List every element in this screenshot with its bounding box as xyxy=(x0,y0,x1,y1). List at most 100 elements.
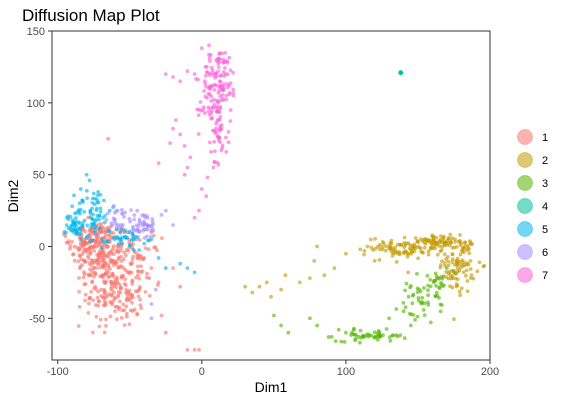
legend-label: 1 xyxy=(542,132,548,144)
data-point xyxy=(214,58,219,62)
data-point xyxy=(224,135,228,140)
data-point xyxy=(201,105,206,110)
data-point xyxy=(410,249,414,253)
data-point xyxy=(156,280,161,285)
data-point xyxy=(393,245,398,250)
data-point xyxy=(76,208,81,213)
data-point xyxy=(217,60,222,64)
data-point xyxy=(221,57,226,62)
data-point xyxy=(146,247,151,252)
data-point xyxy=(108,279,113,284)
data-point xyxy=(138,303,143,308)
data-point xyxy=(279,287,283,292)
data-point xyxy=(88,251,93,256)
data-point xyxy=(118,230,123,235)
data-point xyxy=(394,260,399,264)
data-point xyxy=(76,324,81,328)
data-point xyxy=(202,111,207,115)
data-point xyxy=(116,250,121,255)
data-point xyxy=(102,220,107,225)
data-point xyxy=(70,204,75,209)
data-point xyxy=(77,304,82,309)
data-point xyxy=(217,127,222,131)
data-point xyxy=(389,241,394,246)
data-point xyxy=(225,72,230,76)
data-point xyxy=(422,245,427,250)
data-point xyxy=(137,248,142,253)
y-tick-label: 50 xyxy=(33,170,45,182)
data-point xyxy=(100,273,105,278)
data-point xyxy=(212,97,216,102)
data-point xyxy=(82,240,86,245)
data-point xyxy=(454,258,459,263)
data-point xyxy=(110,223,115,228)
data-point xyxy=(457,289,462,294)
data-point xyxy=(131,228,136,233)
data-point xyxy=(390,254,395,258)
legend-item-2: 2 xyxy=(517,152,548,168)
data-point xyxy=(358,328,363,333)
data-point xyxy=(425,239,430,244)
data-point xyxy=(135,255,140,260)
data-point xyxy=(102,330,107,335)
data-point xyxy=(420,295,425,300)
data-point xyxy=(438,239,442,244)
data-point xyxy=(99,287,104,292)
data-point xyxy=(129,262,134,267)
data-point xyxy=(102,303,106,308)
legend-label: 2 xyxy=(542,155,548,167)
y-tick-label: -50 xyxy=(29,313,45,325)
data-point xyxy=(481,264,486,269)
data-point xyxy=(231,93,236,98)
data-point xyxy=(102,198,106,203)
data-point xyxy=(377,330,382,335)
data-point xyxy=(182,144,187,148)
data-point xyxy=(448,232,453,237)
legend-label: 7 xyxy=(542,270,548,282)
data-point xyxy=(103,271,108,276)
data-point xyxy=(228,68,233,73)
data-point xyxy=(455,277,460,281)
data-point xyxy=(151,233,156,238)
data-point xyxy=(457,239,462,244)
legend-item-4: 4 xyxy=(517,198,548,214)
data-point xyxy=(372,330,377,335)
data-point xyxy=(344,330,348,335)
data-point xyxy=(85,196,89,201)
data-point xyxy=(105,240,110,244)
data-point xyxy=(221,70,226,74)
data-point xyxy=(402,235,407,240)
data-point xyxy=(136,273,140,278)
data-point xyxy=(342,340,347,344)
data-point xyxy=(119,242,124,246)
data-point xyxy=(433,294,438,298)
data-point xyxy=(85,223,90,228)
data-point xyxy=(88,273,92,278)
data-point xyxy=(149,316,154,321)
data-point xyxy=(90,280,94,285)
data-point xyxy=(185,69,190,74)
data-point xyxy=(218,98,223,103)
data-point xyxy=(458,293,463,298)
data-point xyxy=(426,283,430,288)
data-point xyxy=(104,324,108,328)
data-point xyxy=(145,271,149,276)
data-point xyxy=(98,192,103,197)
data-point xyxy=(388,247,393,252)
data-point xyxy=(369,245,374,250)
data-point xyxy=(144,214,149,218)
data-point xyxy=(308,316,312,321)
data-point xyxy=(215,160,220,165)
data-point xyxy=(68,214,73,219)
data-point xyxy=(82,282,87,287)
data-point xyxy=(78,231,83,236)
data-point xyxy=(121,257,126,262)
data-point xyxy=(78,237,83,242)
data-point xyxy=(223,66,227,70)
data-point xyxy=(395,242,400,247)
data-point xyxy=(106,211,110,216)
data-point xyxy=(465,289,470,294)
data-point xyxy=(96,262,101,266)
series-4-points xyxy=(398,70,404,76)
